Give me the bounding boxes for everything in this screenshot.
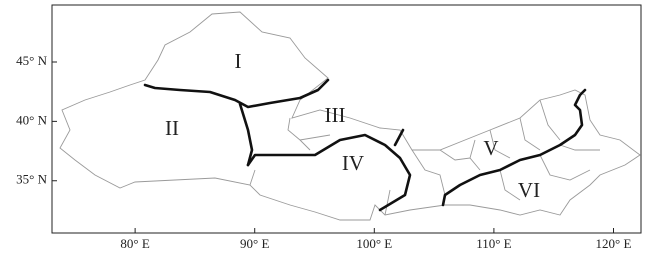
region-label: I xyxy=(235,49,242,73)
region-label: V xyxy=(483,136,498,160)
x-tick-label: 120° E xyxy=(596,236,632,251)
y-tick-label: 45° N xyxy=(16,53,47,68)
x-tick-label: 110° E xyxy=(476,236,511,251)
zone-boundary xyxy=(145,80,328,107)
region-label: VI xyxy=(518,178,540,202)
x-tick-label: 80° E xyxy=(120,236,149,251)
region-label: III xyxy=(325,103,346,127)
x-tick-label: 100° E xyxy=(356,236,392,251)
region-label: IV xyxy=(342,151,364,175)
y-tick-label: 40° N xyxy=(16,112,47,127)
zone-boundary xyxy=(240,104,252,165)
province-lines xyxy=(250,100,600,215)
x-tick-label: 90° E xyxy=(240,236,269,251)
y-tick-label: 35° N xyxy=(16,172,47,187)
region-label: II xyxy=(165,116,179,140)
outline xyxy=(60,12,640,220)
map-frame xyxy=(52,5,641,233)
zone-boundary xyxy=(443,90,585,205)
zone-boundary xyxy=(395,130,403,145)
map: I II III IV V VI 80° E 90° E 100° E 110° E 1… xyxy=(0,0,652,255)
